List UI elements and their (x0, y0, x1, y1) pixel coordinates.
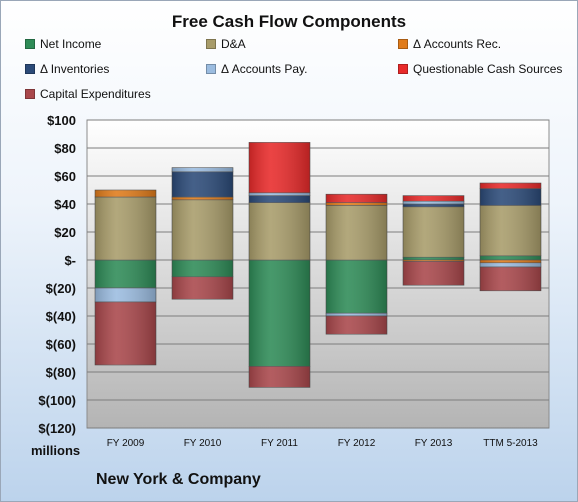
y-tick-label: $80 (54, 141, 76, 156)
y-tick-label: $- (64, 253, 76, 268)
bar-segment-shade (480, 255, 541, 260)
legend-swatch (398, 38, 408, 49)
x-tick-label: TTM 5-2013 (483, 438, 538, 449)
x-tick-label: FY 2013 (415, 438, 453, 449)
plot-background (86, 119, 550, 429)
bar-segment-shade (480, 260, 541, 263)
bar-segment-shade (172, 276, 233, 300)
bar-segment-shade (95, 197, 156, 260)
bar-segment-shade (95, 190, 156, 197)
bar-segment-shade (480, 267, 541, 291)
legend-label: D&A (221, 37, 246, 51)
y-tick-label: $(100) (38, 393, 76, 408)
legend-item: D&A (206, 37, 246, 51)
legend-label: Δ Accounts Rec. (413, 37, 502, 51)
units-label: millions (31, 443, 81, 458)
y-tick-label: $(80) (46, 365, 76, 380)
bar-segment-shade (249, 366, 310, 388)
company-label: New York & Company (96, 471, 261, 488)
bar-segment-shade (326, 313, 387, 316)
legend-item: Δ Accounts Pay. (206, 62, 308, 76)
bar-segment-shade (172, 167, 233, 172)
bar-segment-shade (95, 302, 156, 365)
x-tick-label: FY 2012 (338, 438, 376, 449)
bar-segment-shade (172, 171, 233, 197)
y-tick-label: $(40) (46, 309, 76, 324)
legend-swatch (206, 63, 216, 74)
legend-swatch (25, 38, 35, 49)
bar-segment-shade (403, 257, 464, 260)
bar-segment-shade (403, 201, 464, 204)
y-tick-label: $(20) (46, 281, 76, 296)
legend-item: Capital Expenditures (25, 87, 151, 101)
legend-label: Δ Inventories (40, 62, 110, 76)
legend-item: Net Income (25, 37, 101, 51)
legend-label: Δ Accounts Pay. (221, 62, 308, 76)
x-tick-label: FY 2011 (261, 438, 298, 449)
legend-item: Δ Accounts Rec. (398, 37, 501, 51)
bar-segment-shade (326, 260, 387, 314)
y-tick-label: $(120) (38, 421, 76, 436)
bar-segment-shade (249, 202, 310, 260)
bar-segment-shade (480, 205, 541, 256)
legend-swatch (25, 88, 35, 99)
legend-item: Δ Inventories (25, 62, 109, 76)
bar-segment-shade (480, 188, 541, 206)
y-tick-label: $(60) (46, 337, 76, 352)
legend-label: Net Income (40, 37, 102, 51)
x-tick-label: FY 2009 (107, 438, 145, 449)
bar-segment-shade (172, 199, 233, 260)
bar-segment-shade (95, 288, 156, 302)
legend-swatch (206, 38, 216, 49)
bar-segment-shade (480, 262, 541, 267)
legend-swatch (398, 63, 408, 74)
bar-segment-shade (326, 316, 387, 335)
bar-segment-shade (95, 260, 156, 288)
y-tick-label: $100 (47, 113, 76, 128)
bar-segment-shade (172, 197, 233, 200)
bar-segment-shade (403, 261, 464, 286)
legend-item: Questionable Cash Sources (398, 62, 562, 76)
legend-swatch (25, 63, 35, 74)
bar-segment-shade (480, 183, 541, 189)
y-tick-label: $20 (54, 225, 76, 240)
bar-segment-shade (403, 204, 464, 207)
bar-segment-shade (403, 206, 464, 258)
bar-segment-shade (249, 142, 310, 193)
bar-segment-shade (249, 260, 310, 367)
bar-segment-shade (403, 260, 464, 262)
x-tick-label: FY 2010 (184, 438, 222, 449)
bar-segment-shade (326, 205, 387, 260)
bar-segment-shade (403, 195, 464, 202)
bar-segment-shade (326, 194, 387, 203)
bar-segment-shade (172, 260, 233, 277)
y-tick-label: $40 (54, 197, 76, 212)
legend-label: Capital Expenditures (40, 87, 151, 101)
y-tick-label: $60 (54, 169, 76, 184)
legend-label: Questionable Cash Sources (413, 62, 563, 76)
bar-segment-shade (249, 192, 310, 196)
bar-segment-shade (326, 202, 387, 206)
bar-segment-shade (249, 195, 310, 203)
chart-title: Free Cash Flow Components (171, 12, 407, 31)
